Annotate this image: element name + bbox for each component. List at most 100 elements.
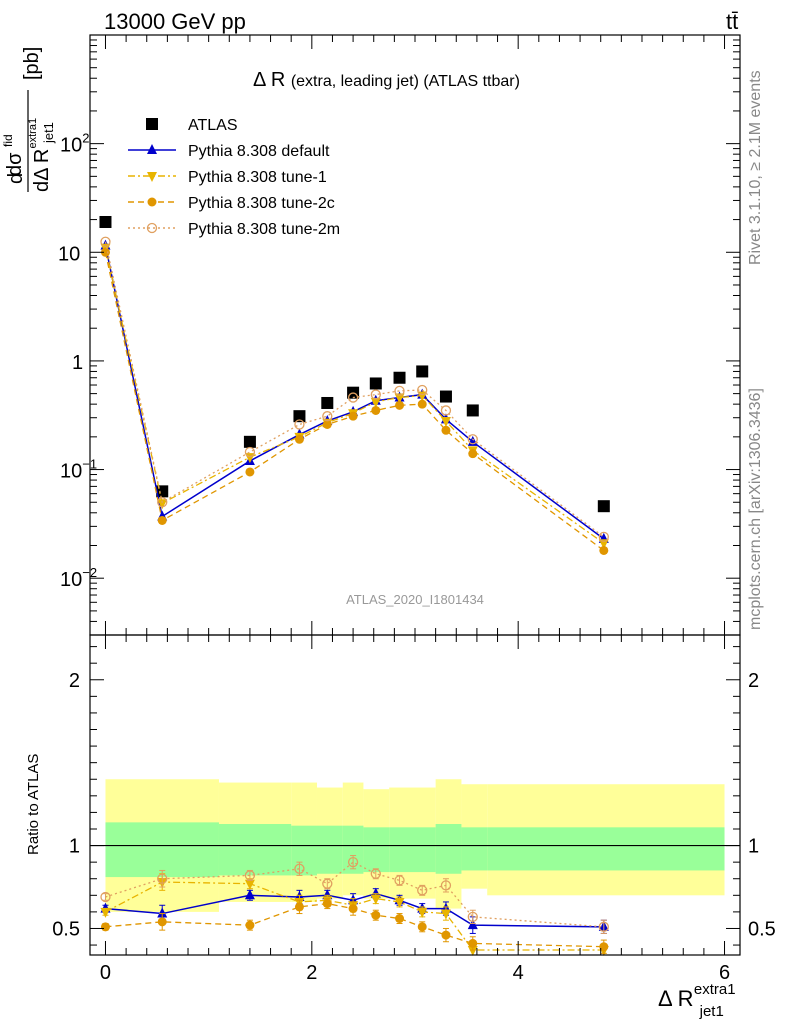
point-atlas [466,404,479,417]
point-atlas [321,396,334,409]
ylabel-fid: fid [1,134,15,147]
ratio-band-inner [316,825,343,874]
legend-label-pythia-8-308-tune-2c: Pythia 8.308 tune-2c [188,195,335,212]
legend-marker-pythia-8-308-tune-2m [146,222,158,234]
point-pythia-8-308-tune-2c [322,419,332,429]
ratio-point-pythia-8-308-tune-2c [468,938,478,948]
y-tick-label: 10−2 [60,565,97,591]
ratio-panel: 0.5 0.5 1 1 2 2 0 2 4 6 Ratio to ATLAS Δ R jet1 e… [25,634,776,1021]
point-pythia-8-308-tune-2m [394,385,405,397]
point-pythia-8-308-tune-2c [599,545,609,555]
point-pythia-8-308-tune-2c [417,399,427,409]
ratio-point-pythia-8-308-tune-2m [322,878,333,889]
ratio-point-pythia-8-308-tune-2c [348,904,358,914]
ratio-point-pythia-8-308-default [244,889,255,900]
point-pythia-8-308-tune-2c [468,449,478,459]
main-plot-marks [99,215,610,555]
point-pythia-8-308-tune-1 [157,499,168,510]
ratio-point-pythia-8-308-tune-2m [370,868,381,879]
ratio-y-tick-label-left: 2 [69,670,80,692]
legend-label-atlas: ATLAS [188,117,238,134]
point-pythia-8-308-tune-2m [370,389,381,400]
y-tick-label: 10 [58,243,80,265]
point-pythia-8-308-tune-1 [598,539,609,550]
ratio-band-inner [363,827,390,873]
ratio-point-pythia-8-308-tune-1 [394,897,405,908]
point-atlas [369,377,382,390]
ratio-bands [90,779,740,912]
ratio-band-inner [105,822,219,878]
ratio-band-inner [435,824,462,874]
ratio-point-pythia-8-308-tune-1 [440,909,451,920]
ratio-ylabel: Ratio to ATLAS [25,754,42,855]
x-axis-label: Δ R jet1 extra1 [658,981,736,1021]
xlabel-sup: extra1 [694,981,736,998]
ratio-point-pythia-8-308-tune-2c [245,920,255,930]
point-pythia-8-308-tune-2m [417,384,428,396]
ratio-marks [100,855,609,957]
y-tick-label: 102 [60,131,89,157]
ratio-line-pythia-8-308-tune-1 [105,881,604,951]
ratio-point-pythia-8-308-tune-2c [395,914,405,924]
line-pythia-8-308-tune-2c [104,252,605,551]
ratio-point-pythia-8-308-default [157,907,168,918]
ratio-point-pythia-8-308-tune-2c [599,942,609,952]
point-pythia-8-308-tune-2m [598,531,609,543]
point-pythia-8-308-tune-1 [440,416,451,427]
point-atlas [597,500,610,513]
ylabel-unit: [pb] [21,47,43,80]
ratio-point-pythia-8-308-tune-2m [394,875,405,886]
point-pythia-8-308-tune-2m [244,446,256,458]
rivet-label: Rivet 3.1.10, ≥ 2.1M events [747,70,764,265]
point-pythia-8-308-tune-2c [294,434,304,444]
main-axis-ticks: 10−2 10−1 1 10 102 [58,35,740,636]
point-pythia-8-308-tune-2c [371,405,381,415]
ratio-point-pythia-8-308-default [467,919,478,930]
ratio-point-pythia-8-308-tune-2m [244,870,256,881]
x-tick-label: 2 [306,962,317,984]
ratio-line-pythia-8-308-tune-2m [105,861,604,928]
point-pythia-8-308-tune-2m [467,434,478,445]
ratio-point-pythia-8-308-tune-1 [417,907,428,918]
ratio-y-tick-label-right: 1 [748,836,759,858]
ratio-point-pythia-8-308-tune-2m [347,857,359,868]
point-atlas [293,410,306,423]
point-pythia-8-308-tune-2c [395,400,405,410]
y-tick-label: 1 [72,352,83,374]
ratio-line-pythia-8-308-default [105,892,604,928]
process-label: tt̄ [726,9,738,34]
xlabel-main: Δ R [658,986,693,1011]
ylabel-dR: dΔ R [31,149,53,192]
point-pythia-8-308-tune-2m [100,236,111,247]
ratio-point-pythia-8-308-tune-1 [244,879,255,890]
point-atlas [439,390,452,403]
point-atlas [393,371,406,384]
ratio-point-pythia-8-308-tune-1 [370,894,381,905]
ratio-band-inner [218,824,292,876]
x-tick-label: 6 [719,962,730,984]
point-pythia-8-308-tune-1 [370,397,381,408]
main-ylabel: d dσ fid dΔ R jet1 extra1 [pb] [1,47,58,192]
main-panel: 10−2 10−1 1 10 102 Δ R (extra, leading jet) … [1,34,741,636]
point-pythia-8-308-tune-2c [348,411,358,421]
ratio-y-tick-label-left: 1 [69,836,80,858]
ylabel-denominator: dΔ R jet1 extra1 [27,117,58,192]
legend-label-pythia-8-308-default: Pythia 8.308 default [188,143,330,160]
ylabel-d: d [5,173,27,184]
ratio-band-inner [342,825,364,874]
line-pythia-8-308-tune-2m [104,241,605,538]
ratio-point-pythia-8-308-tune-2c [294,902,304,912]
point-atlas [99,215,112,228]
main-title-sub: (extra, leading jet) (ATLAS ttbar) [291,73,520,90]
ylabel-sigma: dσ [4,152,26,176]
ratio-point-pythia-8-308-tune-2m [157,873,168,884]
point-pythia-8-308-tune-2m [322,411,333,422]
main-title-main: Δ R [253,69,285,91]
point-pythia-8-308-tune-2c [245,467,255,477]
ratio-y-tick-label-right: 0.5 [748,918,776,940]
ratio-band-inner [487,827,725,871]
point-pythia-8-308-tune-2m [294,419,305,430]
ratio-y-tick-label-right: 2 [748,670,759,692]
svg-text:d: d [5,173,27,184]
